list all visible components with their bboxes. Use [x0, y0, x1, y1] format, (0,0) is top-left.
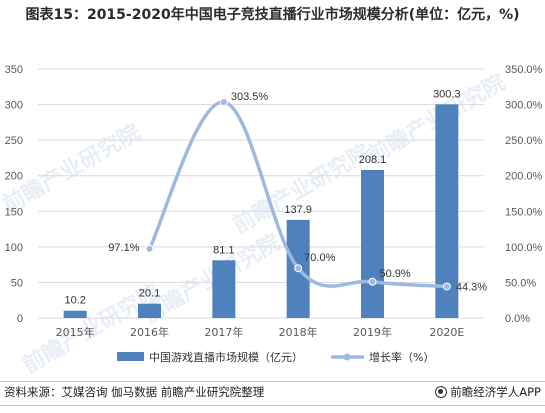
x-tick-label: 2020E	[429, 326, 464, 339]
bar-value-label: 137.9	[284, 204, 312, 216]
bar-value-label: 81.1	[213, 244, 234, 256]
y-right-tick-label: 100.0%	[505, 242, 543, 254]
y-right-tick-label: 200.0%	[505, 171, 543, 183]
y-left-tick-label: 300	[5, 100, 23, 112]
y-right-tick-label: 150.0%	[505, 206, 543, 218]
bar-value-label: 20.1	[139, 288, 160, 300]
y-left-tick-label: 200	[5, 171, 23, 183]
footer-top-rule	[0, 381, 545, 382]
bar	[212, 260, 236, 318]
y-left-tick-label: 350	[5, 64, 23, 76]
chart-title: 图表15：2015-2020年中国电子竞技直播行业市场规模分析(单位：亿元，%)	[25, 7, 520, 23]
y-right-tick-label: 250.0%	[505, 135, 543, 147]
legend-bar-swatch	[117, 352, 144, 361]
bar	[63, 310, 87, 318]
growth-value-label: 97.1%	[108, 242, 139, 254]
legend-line-label: 增长率（%）	[369, 350, 434, 364]
y-left-tick-label: 250	[5, 135, 23, 147]
x-tick-label: 2017年	[204, 325, 243, 339]
y-left-tick-label: 0	[17, 313, 23, 325]
growth-point	[442, 282, 451, 291]
legend-bar-label: 中国游戏直播市场规模（亿元）	[149, 350, 303, 364]
source-note: 资料来源：艾媒咨询 伽马数据 前瞻产业研究院整理	[4, 385, 265, 399]
brand-name: 前瞻经济学人APP	[450, 385, 541, 399]
growth-value-label: 44.3%	[456, 281, 487, 293]
watermark-text: 前瞻产业研究院	[0, 119, 145, 219]
growth-value-label: 70.0%	[304, 252, 335, 264]
brand-logo-icon	[435, 386, 448, 398]
y-left-tick-label: 150	[5, 206, 23, 218]
x-tick-label: 2019年	[353, 325, 392, 339]
footer-bottom-rule	[0, 405, 545, 406]
brand: 前瞻经济学人APP	[435, 384, 541, 400]
y-right-tick-label: 50.0%	[505, 277, 536, 289]
growth-line	[147, 100, 449, 289]
growth-point	[294, 264, 303, 273]
y-right-tick-label: 350.0%	[505, 64, 543, 76]
bar-value-label: 10.2	[64, 295, 85, 307]
growth-point	[368, 277, 377, 286]
bar	[361, 169, 384, 318]
growth-value-label: 303.5%	[231, 91, 269, 103]
x-tick-label: 2016年	[130, 325, 169, 339]
x-tick-label: 2018年	[279, 325, 318, 339]
growth-point	[145, 244, 154, 253]
bar	[435, 104, 459, 318]
y-right-tick-label: 0.0%	[505, 313, 530, 325]
footer: 资料来源：艾媒咨询 伽马数据 前瞻产业研究院整理 前瞻经济学人APP	[4, 384, 541, 404]
y-left-tick-label: 50	[11, 277, 23, 289]
x-tick-label: 2015年	[56, 325, 95, 339]
bar-value-label: 208.1	[359, 154, 387, 166]
bar	[138, 303, 161, 318]
growth-value-label: 50.9%	[380, 268, 411, 280]
y-left-tick-label: 100	[5, 242, 23, 254]
growth-point	[219, 98, 228, 107]
bar-value-label: 300.3	[433, 88, 461, 100]
combo-chart: 前瞻产业研究院前瞻产业研究院前瞻产业研究院前瞻产业研究院前瞻产业研究院00.0%…	[0, 64, 543, 379]
legend-line-marker	[343, 353, 351, 361]
y-right-tick-label: 300.0%	[505, 100, 543, 112]
